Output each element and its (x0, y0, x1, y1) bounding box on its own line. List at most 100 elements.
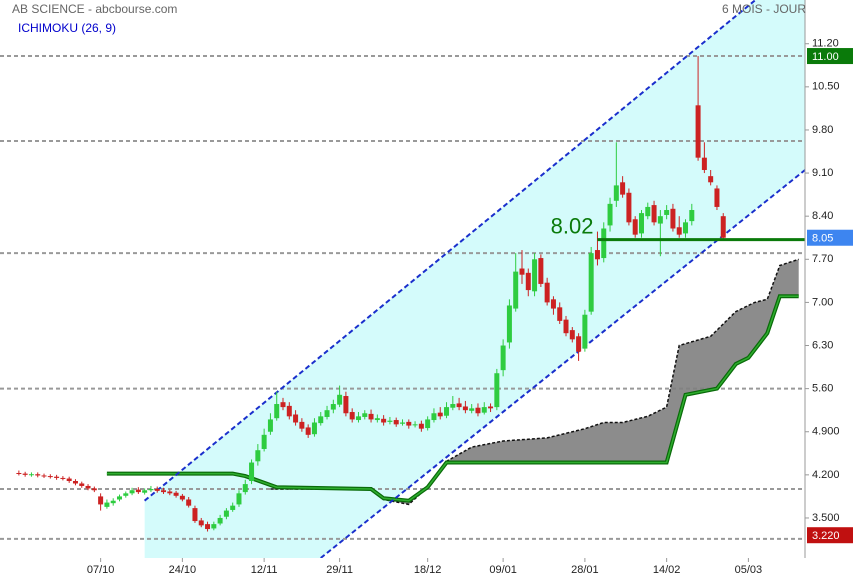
candle-body (632, 219, 638, 235)
candle-body (651, 205, 657, 223)
candle-body (41, 475, 47, 477)
plot-area (0, 0, 805, 558)
candle-body (129, 490, 135, 494)
candle-body (66, 478, 72, 482)
price-badge-label: 8.05 (812, 233, 833, 245)
candle-body (638, 213, 644, 234)
y-tick-label: 11.20 (812, 38, 839, 50)
candle-body (620, 182, 626, 195)
candle-body (563, 319, 569, 334)
candle-body (374, 418, 380, 421)
candle-body (104, 502, 110, 507)
x-tick-label: 07/10 (87, 564, 115, 576)
candle-body (626, 192, 632, 223)
candle-body (98, 496, 104, 505)
candle-body (167, 491, 173, 494)
candle-body (506, 305, 512, 343)
y-tick-label: 6.30 (812, 339, 833, 351)
candle-body (217, 517, 223, 524)
y-tick-label: 9.80 (812, 124, 833, 136)
candle-body (525, 272, 531, 291)
candle-body (79, 483, 85, 486)
candle-body (123, 493, 129, 496)
candle-body (538, 258, 544, 284)
candle-body (557, 307, 563, 321)
candle-body (701, 157, 707, 170)
support-label: 8.02 (551, 213, 594, 238)
candle-body (469, 408, 475, 411)
candle-body (198, 520, 204, 526)
candle-body (186, 499, 192, 506)
candle-body (481, 407, 487, 413)
candle-body (337, 394, 343, 405)
candle-body (462, 406, 468, 411)
candle-body (267, 419, 273, 432)
candle-body (576, 336, 582, 352)
y-tick-label: 5.60 (812, 383, 833, 395)
y-tick-label: 7.70 (812, 253, 833, 265)
candle-body (720, 216, 726, 238)
candle-body (349, 412, 355, 420)
span-dashed (270, 258, 799, 506)
candle-body (418, 423, 424, 429)
indicator-label: ICHIMOKU (26, 9) (18, 21, 116, 35)
x-tick-label: 18/12 (414, 564, 442, 576)
candle-body (318, 416, 324, 424)
candle-body (116, 496, 122, 500)
candle-body (689, 210, 695, 222)
candle-body (91, 488, 97, 491)
candle-body (431, 413, 437, 421)
candle-body (387, 420, 393, 422)
candle-body (368, 413, 374, 420)
candle-body (192, 508, 198, 522)
candle-body (242, 484, 248, 493)
candle-body (249, 462, 255, 482)
candle-body (154, 489, 160, 491)
candle-body (444, 407, 450, 416)
candle-body (211, 524, 217, 529)
candle-body (28, 474, 34, 476)
candle-body (488, 406, 494, 409)
candle-body (230, 505, 236, 510)
y-tick-label: 4.900 (812, 426, 840, 438)
candle-body (500, 345, 506, 371)
candle-body (582, 314, 588, 349)
candle-body (406, 421, 412, 426)
candle-body (412, 424, 418, 426)
candle-body (148, 489, 154, 491)
candle-body (72, 481, 78, 484)
y-tick-label: 8.40 (812, 210, 833, 222)
candle-body (142, 490, 148, 493)
candle-body (299, 421, 305, 429)
candle-body (513, 271, 519, 309)
candle-body (676, 227, 682, 235)
candle-body (588, 253, 594, 312)
candle-body (54, 476, 60, 478)
candle-body (601, 228, 607, 259)
candle-body (330, 404, 336, 410)
candle-body (223, 510, 229, 517)
candle-body (22, 473, 28, 475)
candle-body (293, 414, 299, 423)
candle-body (532, 259, 538, 292)
candle-body (205, 524, 211, 530)
cloud-fill (270, 259, 799, 505)
candle-body (236, 493, 242, 505)
candle-body (670, 208, 676, 229)
candle-body (544, 282, 550, 303)
candle-body (343, 396, 349, 414)
candle-body (550, 299, 556, 309)
candle-body (173, 492, 179, 496)
y-tick-label: 4.200 (812, 469, 840, 481)
candle-body (645, 206, 651, 217)
candle-body (60, 477, 66, 479)
candle-body (305, 427, 311, 435)
candle-body (179, 495, 185, 500)
candle-body (714, 188, 720, 207)
candle-body (695, 105, 701, 158)
candle-body (519, 268, 525, 275)
candle-body (494, 373, 500, 408)
candle-body (85, 485, 91, 489)
candle-body (437, 412, 443, 417)
candle-body (355, 416, 361, 421)
